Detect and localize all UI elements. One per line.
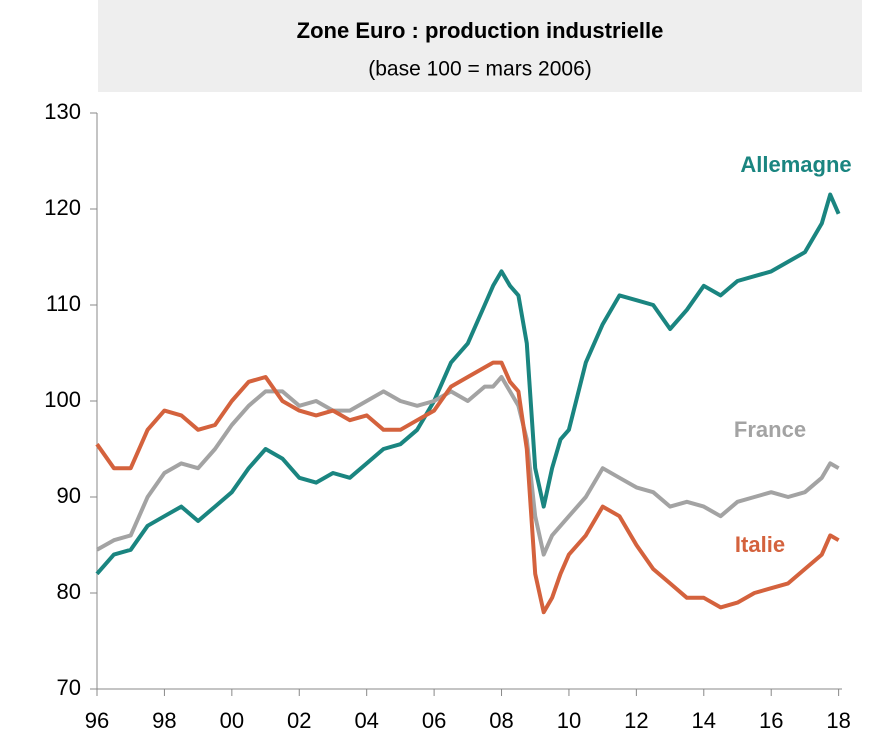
- series-line: [95, 192, 841, 576]
- x-tick-label: 08: [489, 708, 513, 733]
- x-tick-label: 14: [692, 708, 716, 733]
- x-tick-label: 98: [152, 708, 176, 733]
- y-tick-label: 110: [46, 291, 81, 316]
- series-line: [95, 360, 840, 615]
- x-tick-label: 00: [220, 708, 244, 733]
- y-tick-label: 120: [44, 195, 81, 220]
- chart-subtitle: (base 100 = mars 2006): [368, 58, 592, 81]
- y-tick-label: 90: [57, 483, 81, 508]
- x-tick-label: 96: [85, 708, 109, 733]
- x-tick-label: 12: [624, 708, 648, 733]
- series-line: [96, 375, 840, 557]
- y-tick-label: 130: [44, 99, 81, 124]
- series-label: Italie: [735, 532, 785, 557]
- x-tick-label: 06: [422, 708, 446, 733]
- series-label: France: [734, 417, 806, 442]
- title-box: [98, 0, 862, 92]
- y-tick-label: 100: [44, 387, 81, 412]
- x-tick-label: 04: [354, 708, 378, 733]
- chart-title: Zone Euro : production industrielle: [297, 18, 664, 43]
- y-tick-label: 70: [57, 675, 81, 700]
- x-tick-label: 16: [759, 708, 783, 733]
- y-tick-label: 80: [57, 579, 81, 604]
- x-tick-label: 10: [557, 708, 581, 733]
- series-label: Allemagne: [740, 152, 851, 177]
- x-tick-label: 18: [826, 708, 850, 733]
- x-tick-label: 02: [287, 708, 311, 733]
